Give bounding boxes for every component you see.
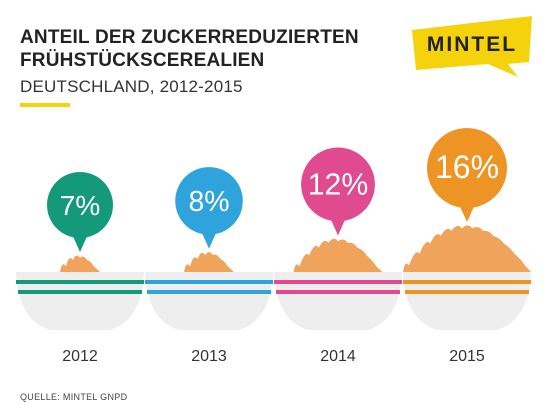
chart-title: ANTEIL DER ZUCKERREDUZIERTEN FRÜHSTÜCKSC…	[20, 26, 359, 72]
bowl-stripe-bottom-2015	[405, 290, 529, 294]
bowl-2012	[16, 272, 144, 330]
value-label-2014: 12%	[308, 168, 368, 201]
cereal-mound-2015	[403, 225, 531, 272]
mintel-logo-text: MINTEL	[427, 33, 517, 56]
cereal-mound-2014	[293, 238, 383, 272]
year-label-2015: 2015	[449, 348, 485, 365]
bowl-stripe-bottom-2014	[276, 290, 400, 294]
bowl-stripe-top-2015	[403, 280, 531, 284]
value-label-2012: 7%	[60, 190, 100, 221]
cereal-mound-2012	[60, 255, 100, 272]
bowl-group-2013: 8% 2013	[145, 167, 273, 365]
chart-subtitle: DEUTSCHLAND, 2012-2015	[20, 77, 243, 96]
mintel-logo: MINTEL	[412, 16, 532, 77]
bowl-2014	[274, 272, 402, 330]
bowl-group-2012: 7% 2012	[16, 172, 144, 365]
bowl-stripe-top-2014	[274, 280, 402, 284]
year-label-2013: 2013	[191, 348, 227, 365]
value-bubble-2012	[47, 172, 113, 238]
cereal-mound-2013	[184, 252, 234, 272]
year-label-2014: 2014	[320, 348, 356, 365]
bowl-stripe-top-2012	[16, 280, 144, 284]
title-line-1: ANTEIL DER ZUCKERREDUZIERTEN	[20, 27, 359, 48]
title-line-2: FRÜHSTÜCKSCEREALIEN	[20, 50, 265, 71]
bowl-stripe-top-2013	[145, 280, 273, 284]
bowl-group-2014: 12% 2014	[274, 147, 402, 365]
value-bubble-2013	[175, 167, 243, 235]
value-label-2015: 16%	[435, 149, 499, 185]
bowl-2013	[145, 272, 273, 330]
year-label-2012: 2012	[62, 348, 98, 365]
bowl-2015	[403, 272, 531, 330]
accent-bar	[20, 103, 70, 107]
value-label-2013: 8%	[188, 186, 229, 218]
value-bubble-2015	[427, 128, 507, 208]
bowl-group-2015: 16% 2015	[403, 128, 531, 365]
value-bubble-2014	[301, 147, 375, 222]
bowl-stripe-bottom-2013	[147, 290, 271, 294]
bowl-stripe-bottom-2012	[18, 290, 142, 294]
source-note: QUELLE: MINTEL GNPD	[20, 392, 128, 402]
